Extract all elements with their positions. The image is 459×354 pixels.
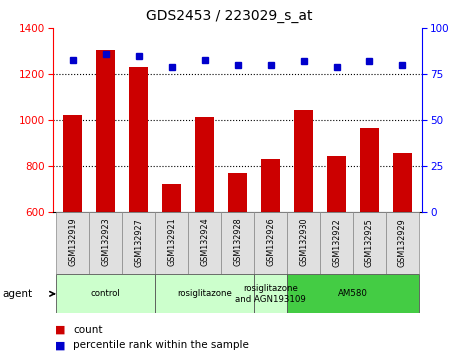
Bar: [359, 129, 380, 350]
Bar: [287, 274, 419, 313]
Bar: [287, 212, 320, 274]
Text: GSM132919: GSM132919: [68, 218, 77, 267]
Text: GSM132929: GSM132929: [398, 218, 407, 267]
Text: ■: ■: [55, 340, 66, 350]
Text: GSM132924: GSM132924: [200, 218, 209, 267]
Bar: [195, 117, 214, 350]
Bar: [122, 212, 155, 274]
Text: GSM132922: GSM132922: [332, 218, 341, 267]
Text: GSM132930: GSM132930: [299, 218, 308, 267]
Bar: [162, 184, 181, 350]
Bar: [353, 212, 386, 274]
Text: rosiglitazone
and AGN193109: rosiglitazone and AGN193109: [235, 284, 306, 303]
Bar: [129, 68, 148, 350]
Text: GDS2453 / 223029_s_at: GDS2453 / 223029_s_at: [146, 9, 313, 23]
Bar: [261, 160, 280, 350]
Bar: [155, 274, 254, 313]
Text: GSM132925: GSM132925: [365, 218, 374, 267]
Bar: [228, 173, 247, 350]
Text: GSM132921: GSM132921: [167, 218, 176, 267]
Text: ■: ■: [55, 325, 66, 335]
Bar: [254, 212, 287, 274]
Bar: [56, 274, 155, 313]
Bar: [221, 212, 254, 274]
Bar: [63, 115, 83, 350]
Bar: [294, 110, 313, 350]
Text: rosiglitazone: rosiglitazone: [177, 289, 232, 298]
Text: percentile rank within the sample: percentile rank within the sample: [73, 340, 249, 350]
Text: GSM132926: GSM132926: [266, 218, 275, 267]
Bar: [95, 50, 116, 350]
Bar: [89, 212, 122, 274]
Bar: [188, 212, 221, 274]
Bar: [392, 153, 412, 350]
Text: GSM132923: GSM132923: [101, 218, 110, 267]
Bar: [320, 212, 353, 274]
Bar: [56, 212, 89, 274]
Text: count: count: [73, 325, 103, 335]
Text: GSM132928: GSM132928: [233, 218, 242, 267]
Text: GSM132927: GSM132927: [134, 218, 143, 267]
Bar: [254, 274, 287, 313]
Bar: [155, 212, 188, 274]
Text: AM580: AM580: [338, 289, 368, 298]
Bar: [386, 212, 419, 274]
Bar: [327, 156, 347, 350]
Text: control: control: [91, 289, 120, 298]
Text: agent: agent: [2, 289, 33, 299]
